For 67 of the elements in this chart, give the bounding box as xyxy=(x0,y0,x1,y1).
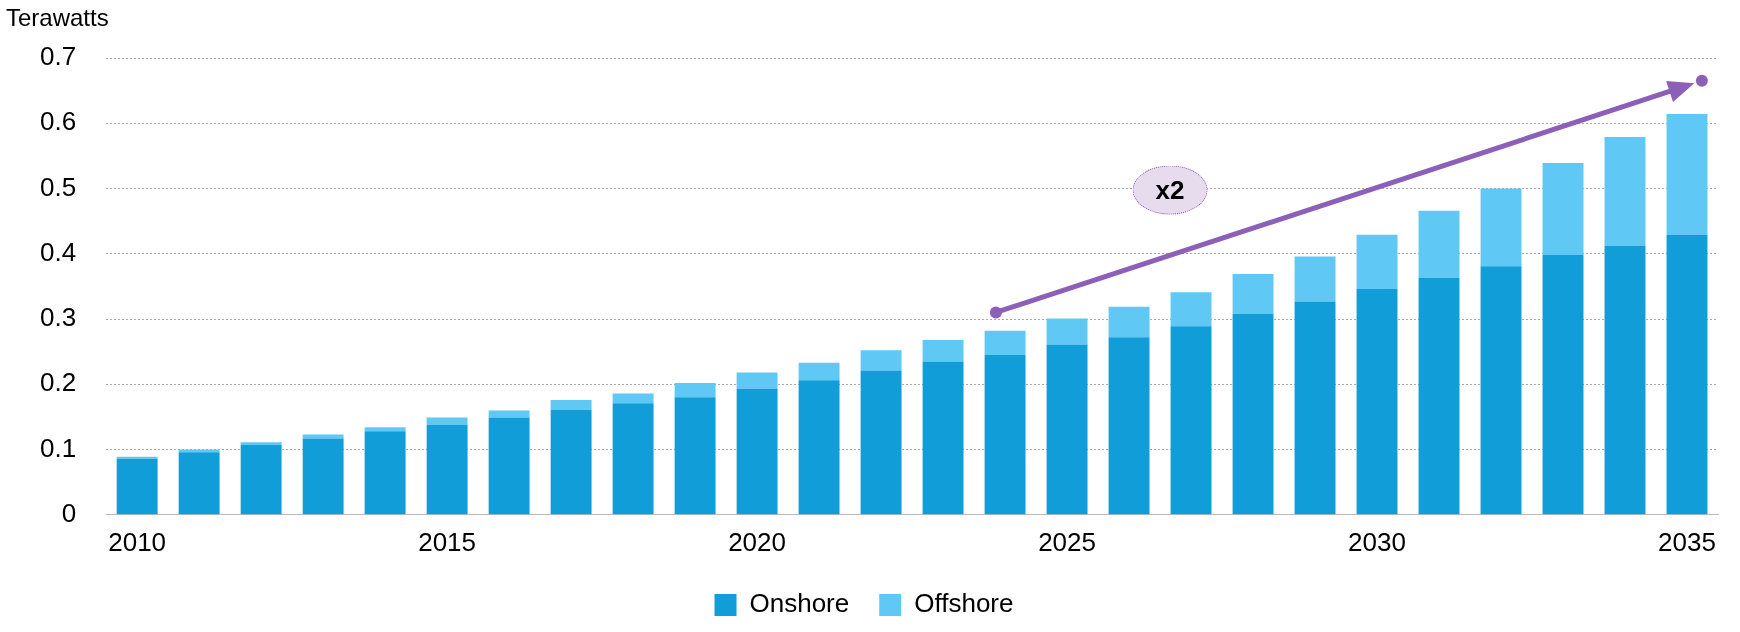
bar xyxy=(1604,136,1646,246)
bar xyxy=(1542,255,1584,515)
legend-label: Offshore xyxy=(914,588,1014,619)
bar xyxy=(674,382,716,398)
bar xyxy=(1108,306,1150,338)
bar xyxy=(922,361,964,515)
bar xyxy=(488,410,530,418)
bar xyxy=(1418,277,1460,515)
y-tick-label: 0.4 xyxy=(39,236,77,267)
bar xyxy=(674,397,716,515)
x-tick-label: 2030 xyxy=(1348,526,1406,557)
y-tick-label: 0.3 xyxy=(39,302,77,333)
bar xyxy=(1232,274,1274,314)
bar xyxy=(426,424,468,515)
bar xyxy=(984,330,1026,355)
bar xyxy=(426,417,468,425)
bar xyxy=(1356,234,1398,290)
bar xyxy=(364,431,406,515)
bar xyxy=(364,427,406,432)
x-tick-label: 2020 xyxy=(728,526,787,557)
bar xyxy=(550,399,592,410)
y-axis-title: Terawatts xyxy=(6,4,109,32)
x-tick-label: 2035 xyxy=(1658,526,1716,557)
x-tick-label: 2025 xyxy=(1038,526,1096,557)
bar xyxy=(1666,234,1708,515)
bar xyxy=(1604,245,1646,515)
bar xyxy=(1294,256,1336,302)
bar xyxy=(1046,344,1088,515)
bar xyxy=(1170,326,1212,515)
bar xyxy=(240,442,282,445)
bar xyxy=(1108,337,1150,515)
annotation: x2 xyxy=(1132,165,1208,215)
bar xyxy=(488,417,530,515)
y-tick-label: 0.7 xyxy=(39,41,77,72)
y-tick-label: 0 xyxy=(61,497,77,528)
bar xyxy=(116,458,158,515)
x-tick-label: 2015 xyxy=(418,526,477,557)
bar xyxy=(1418,210,1460,278)
bar xyxy=(860,350,902,371)
bar xyxy=(240,444,282,515)
y-tick-label: 0.6 xyxy=(39,106,77,137)
bar xyxy=(1294,301,1336,515)
bar xyxy=(798,380,840,515)
bar xyxy=(612,403,654,515)
bar xyxy=(1666,114,1708,235)
bar xyxy=(302,438,344,515)
legend-label: Onshore xyxy=(749,588,850,619)
x-tick-label: 2010 xyxy=(108,526,167,557)
bar xyxy=(736,372,778,389)
bar xyxy=(1480,188,1522,267)
y-tick-label: 0.1 xyxy=(39,432,77,463)
bar xyxy=(1170,292,1212,327)
bar xyxy=(1356,289,1398,515)
bar xyxy=(612,393,654,404)
bar xyxy=(1046,318,1088,345)
bar xyxy=(798,362,840,381)
bar xyxy=(984,354,1026,515)
y-tick-label: 0.5 xyxy=(39,171,77,202)
bar xyxy=(922,339,964,362)
bar xyxy=(860,370,902,515)
bar xyxy=(550,409,592,515)
y-tick-label: 0.2 xyxy=(39,367,77,398)
bar xyxy=(178,452,220,515)
bar xyxy=(1542,163,1584,256)
bar xyxy=(736,388,778,515)
bar xyxy=(1232,313,1274,515)
bar xyxy=(1480,266,1522,515)
